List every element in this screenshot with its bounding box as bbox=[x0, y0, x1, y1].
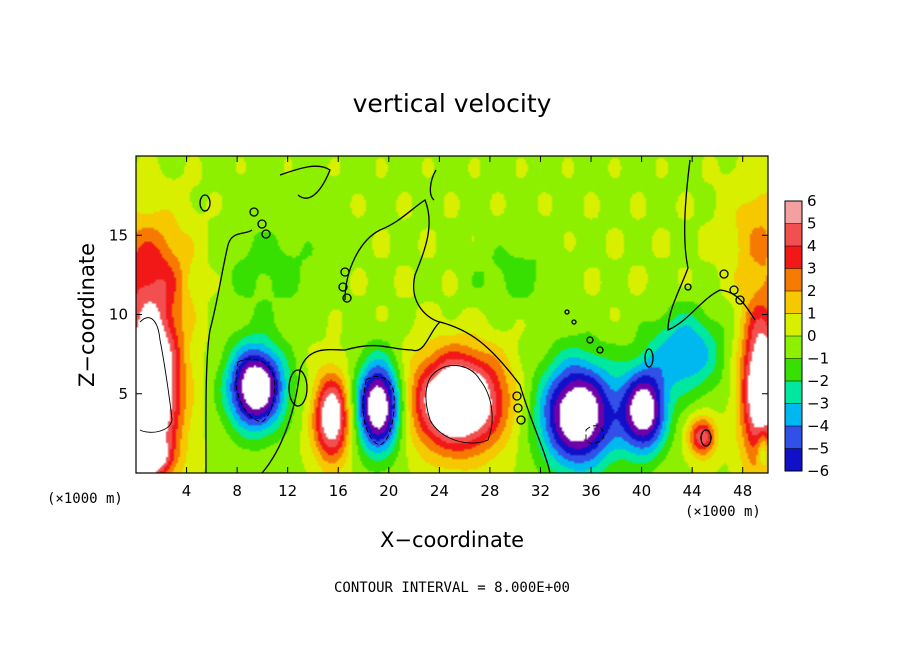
contour-loop bbox=[512, 391, 522, 401]
x-axis-label: X−coordinate bbox=[380, 528, 524, 552]
contour-line bbox=[585, 425, 605, 444]
colorbar-swatch bbox=[785, 426, 802, 449]
contour-loop bbox=[338, 282, 348, 292]
colorbar-swatch bbox=[785, 223, 802, 246]
colorbar-swatch bbox=[785, 358, 802, 381]
contour-line bbox=[667, 159, 721, 332]
y-ticks: 5 10 15 bbox=[109, 226, 768, 403]
y-axis-label: Z−coordinate bbox=[75, 243, 99, 387]
x-unit-right: (×1000 m) bbox=[685, 504, 761, 520]
x-tick-label: 32 bbox=[531, 482, 550, 500]
colorbar: 6 5 4 3 2 1 0 −1 −2 −3 −4 −5 −6 bbox=[784, 192, 829, 480]
chart-title: vertical velocity bbox=[353, 89, 552, 118]
contour-loop bbox=[644, 348, 654, 368]
contour-line bbox=[344, 199, 441, 323]
contour-loop bbox=[342, 293, 352, 303]
colorbar-swatch bbox=[785, 403, 802, 426]
contour-loop bbox=[340, 267, 350, 277]
colorbar-swatch bbox=[785, 381, 802, 404]
x-unit-left: (×1000 m) bbox=[47, 491, 123, 507]
colorbar-label: −1 bbox=[807, 350, 829, 368]
colorbar-swatch bbox=[785, 291, 802, 314]
colorbar-label: 2 bbox=[807, 282, 817, 300]
contour-line bbox=[719, 289, 756, 321]
colorbar-swatch bbox=[785, 268, 802, 291]
contour-loop bbox=[596, 346, 604, 354]
colorbar-swatch bbox=[785, 201, 802, 224]
x-ticks: 4 8 12 16 20 24 28 32 36 40 44 48 bbox=[182, 156, 752, 500]
x-tick-label: 16 bbox=[329, 482, 348, 500]
x-tick-label: 8 bbox=[232, 482, 242, 500]
contour-interval-note: CONTOUR INTERVAL = 8.000E+00 bbox=[334, 580, 570, 596]
contour-line bbox=[362, 376, 395, 446]
contour-loop bbox=[719, 269, 729, 279]
contour-line bbox=[139, 317, 173, 433]
colorbar-label: −2 bbox=[807, 372, 829, 390]
colorbar-swatch bbox=[785, 448, 802, 471]
heatmap-field bbox=[136, 156, 768, 473]
x-tick-label: 24 bbox=[430, 482, 449, 500]
contour-loop bbox=[513, 403, 523, 413]
contour-line bbox=[261, 321, 551, 473]
contour-loop bbox=[261, 229, 271, 239]
contour-loop bbox=[288, 369, 308, 407]
contour-loop bbox=[729, 285, 739, 295]
colorbar-label: −5 bbox=[807, 440, 829, 458]
x-tick-label: 20 bbox=[379, 482, 398, 500]
y-tick-label: 10 bbox=[109, 306, 128, 324]
x-tick-label: 36 bbox=[581, 482, 600, 500]
contour-line bbox=[205, 229, 253, 473]
colorbar-label: −6 bbox=[807, 462, 829, 480]
contour-loop bbox=[700, 429, 712, 447]
zero-contours bbox=[139, 159, 756, 473]
x-tick-label: 48 bbox=[733, 482, 752, 500]
colorbar-label: 3 bbox=[807, 260, 817, 278]
contour-loop bbox=[564, 309, 570, 315]
contour-loop bbox=[249, 207, 259, 217]
colorbar-label: 6 bbox=[807, 192, 817, 210]
colorbar-swatch bbox=[785, 336, 802, 359]
colorbar-swatch bbox=[785, 246, 802, 269]
colorbar-label: −3 bbox=[807, 395, 829, 413]
x-tick-label: 44 bbox=[683, 482, 702, 500]
x-tick-label: 40 bbox=[632, 482, 651, 500]
colorbar-label: 5 bbox=[807, 215, 817, 233]
x-tick-label: 28 bbox=[480, 482, 499, 500]
colorbar-label: −4 bbox=[807, 417, 829, 435]
x-tick-label: 4 bbox=[182, 482, 192, 500]
colorbar-label: 4 bbox=[807, 237, 817, 255]
x-tick-label: 12 bbox=[278, 482, 297, 500]
colorbar-label: 1 bbox=[807, 305, 817, 323]
contour-loop bbox=[257, 219, 267, 229]
contour-loop bbox=[199, 194, 211, 212]
y-tick-label: 15 bbox=[109, 226, 128, 244]
colorbar-swatch bbox=[785, 313, 802, 336]
contour-line bbox=[429, 169, 437, 201]
contour-loop bbox=[735, 295, 745, 305]
contour-line bbox=[279, 165, 331, 199]
contour-line bbox=[235, 358, 275, 423]
y-tick-label: 5 bbox=[118, 385, 128, 403]
contour-loop bbox=[571, 319, 577, 325]
contour-loop bbox=[516, 415, 526, 425]
contour-line bbox=[425, 365, 493, 444]
contour-loop bbox=[586, 336, 594, 344]
colorbar-label: 0 bbox=[807, 327, 817, 345]
contour-loop bbox=[684, 283, 692, 291]
